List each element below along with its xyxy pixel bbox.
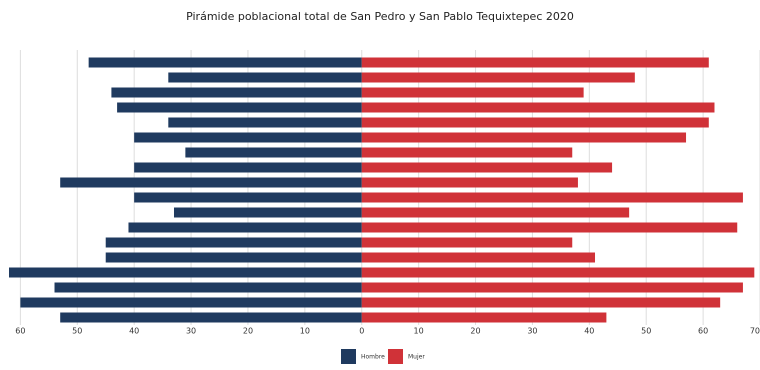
x-tick-label: 10: [414, 327, 424, 336]
bar: [134, 162, 362, 173]
bar: [60, 177, 362, 188]
bar: [20, 297, 362, 308]
x-tick-label: 30: [186, 327, 196, 336]
legend-label: Mujer: [408, 354, 425, 361]
bar: [361, 192, 743, 203]
bar: [361, 147, 573, 158]
bar: [117, 102, 362, 113]
bar: [361, 177, 578, 188]
bar: [361, 267, 755, 278]
bar: [361, 87, 584, 98]
bar: [88, 57, 362, 68]
x-tick-label: 70: [750, 327, 760, 336]
x-tick-label: 20: [243, 327, 253, 336]
chart-title: Pirámide poblacional total de San Pedro …: [186, 10, 574, 23]
bar: [361, 207, 630, 218]
x-tick-label: 30: [527, 327, 537, 336]
bar: [361, 117, 709, 128]
bar: [9, 267, 362, 278]
bar: [105, 252, 362, 263]
x-tick-label: 40: [129, 327, 139, 336]
bar: [111, 87, 362, 98]
bar: [54, 282, 362, 293]
bar: [134, 192, 362, 203]
bar: [361, 312, 607, 323]
x-tick-label: 0: [359, 327, 364, 336]
x-tick-label: 60: [698, 327, 708, 336]
bar: [105, 237, 362, 248]
bar: [134, 132, 362, 143]
x-tick-label: 20: [470, 327, 480, 336]
bar: [361, 72, 635, 83]
legend-label: Hombre: [361, 354, 385, 361]
legend-swatch: [341, 349, 356, 364]
bar: [185, 147, 362, 158]
bar: [361, 222, 738, 233]
x-tick-label: 10: [300, 327, 310, 336]
bar: [168, 117, 362, 128]
bar: [168, 72, 362, 83]
bar: [361, 252, 596, 263]
bar: [128, 222, 362, 233]
x-tick-label: 50: [72, 327, 82, 336]
bar: [361, 237, 573, 248]
legend-swatch: [388, 349, 403, 364]
bar: [361, 282, 743, 293]
x-tick-label: 50: [641, 327, 651, 336]
bar: [60, 312, 362, 323]
x-tick-label: 60: [15, 327, 25, 336]
bar: [361, 297, 721, 308]
bar: [361, 102, 715, 113]
x-tick-label: 40: [584, 327, 594, 336]
bar: [173, 207, 362, 218]
bar: [361, 132, 687, 143]
bar: [361, 162, 613, 173]
bar: [361, 57, 709, 68]
